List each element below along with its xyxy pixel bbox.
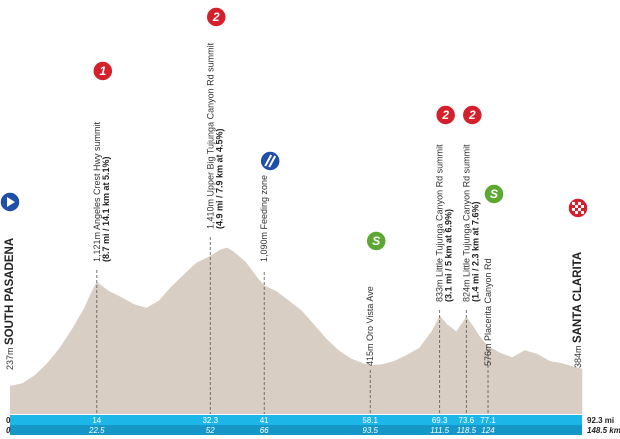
- play-triangle-icon: [7, 197, 15, 207]
- sprint-oro-vista-label: 415m Oro Vista Ave: [365, 286, 375, 366]
- checker-square: [575, 211, 578, 214]
- tick-label-km: 66: [260, 426, 269, 435]
- tick-label-km: 118.5: [457, 426, 477, 435]
- feeding-stripe-icon: [268, 155, 277, 168]
- kom-cat2-icon: [434, 104, 457, 126]
- feeding-zone-icon: [259, 150, 281, 172]
- kom-upper-big-tujunga-label: 1,410m Upper Big Tujunga Canyon Rd summi…: [205, 42, 215, 229]
- finish-label: 384m SANTA CLARITA: [572, 252, 584, 368]
- sprint-placerita-label: 576m Placerita Canyon Rd: [483, 258, 493, 366]
- kom-cat2-icon: [205, 6, 228, 28]
- city-name: SANTA CLARITA: [572, 252, 584, 343]
- tick-label-mi: 77.1: [480, 416, 496, 425]
- kom-little-tujunga-2-climb-stats: (1.4 mi / 2.3 km at 7.6%): [470, 201, 480, 302]
- marker-elevation-label: 824m Little Tujunga Canyon Rd summit: [461, 144, 471, 302]
- tick-label-km: 93.5: [362, 426, 378, 435]
- tick-label-mi: 58.1: [362, 416, 378, 425]
- checker-square: [581, 211, 584, 214]
- elevation-profile-area: [10, 247, 583, 414]
- marker-elevation-label: 1,090m Feeding zone: [259, 175, 269, 262]
- feeding-stripe-icon: [264, 154, 273, 167]
- marker-elevation-label: 415m Oro Vista Ave: [365, 286, 375, 366]
- tick-label-mi: 0: [6, 416, 11, 425]
- checker-square: [581, 205, 584, 208]
- marker-elevation-label: 576m Placerita Canyon Rd: [483, 258, 493, 366]
- total-distance-km: 148.5 km: [587, 426, 620, 435]
- tick-label-mi: 73.6: [459, 416, 475, 425]
- tick-label-mi: 69.3: [432, 416, 448, 425]
- tick-label-km: 0: [6, 426, 11, 435]
- city-name: SOUTH PASADENA: [4, 238, 16, 345]
- kom-cat2-icon-text: 2: [212, 10, 220, 24]
- sprint-icon-text: S: [372, 234, 380, 248]
- kom-angeles-crest-label: 1,121m Angeles Crest Hwy summit: [92, 121, 102, 262]
- kom-cat2-icon: [461, 104, 484, 126]
- kom-cat1-icon-text: 1: [99, 64, 106, 78]
- kom-cat2-icon-text: 2: [468, 108, 476, 122]
- kom-upper-big-tujunga-climb-stats: (4.9 mi / 7.9 km at 4.5%): [214, 128, 224, 229]
- tick-label-mi: 41: [260, 416, 269, 425]
- marker-elevation-label: 237m: [5, 345, 15, 370]
- tick-label-mi: 32.3: [202, 416, 218, 425]
- tick-label-km: 52: [206, 426, 215, 435]
- distance-bar-miles: [10, 415, 582, 425]
- tick-label-km: 111.5: [430, 426, 449, 435]
- sprint-icon: [483, 183, 505, 205]
- kom-angeles-crest-climb-stats: (8.7 mi / 14.1 km at 5.1%): [101, 156, 111, 262]
- checker-square: [575, 205, 578, 208]
- tick-label-km: 22.5: [88, 426, 105, 435]
- kom-little-tujunga-1-label: 833m Little Tujunga Canyon Rd summit: [435, 144, 445, 302]
- sprint-icon: [365, 230, 387, 252]
- checker-square: [572, 202, 575, 205]
- sprint-icon-text: S: [490, 187, 498, 201]
- marker-elevation-label: 384m: [573, 343, 583, 368]
- checker-square: [572, 208, 575, 211]
- kom-little-tujunga-1-climb-stats: (3.1 mi / 5 km at 6.9%): [444, 209, 454, 302]
- tick-label-mi: 14: [92, 416, 101, 425]
- tick-label-km: 124: [481, 426, 495, 435]
- kom-cat2-icon-text: 2: [441, 108, 449, 122]
- feeding-zone-label: 1,090m Feeding zone: [259, 175, 269, 262]
- checker-square: [578, 208, 581, 211]
- distance-bar-km: [10, 425, 582, 435]
- kom-little-tujunga-2-label: 824m Little Tujunga Canyon Rd summit: [461, 144, 471, 302]
- total-distance-mi: 92.3 mi: [587, 416, 614, 425]
- marker-elevation-label: 1,121m Angeles Crest Hwy summit: [92, 121, 102, 262]
- marker-elevation-label: 1,410m Upper Big Tujunga Canyon Rd summi…: [205, 42, 215, 229]
- checker-square: [578, 202, 581, 205]
- start-label: 237m SOUTH PASADENA: [4, 238, 16, 370]
- kom-cat1-icon: [92, 60, 114, 82]
- marker-elevation-label: 833m Little Tujunga Canyon Rd summit: [435, 144, 445, 302]
